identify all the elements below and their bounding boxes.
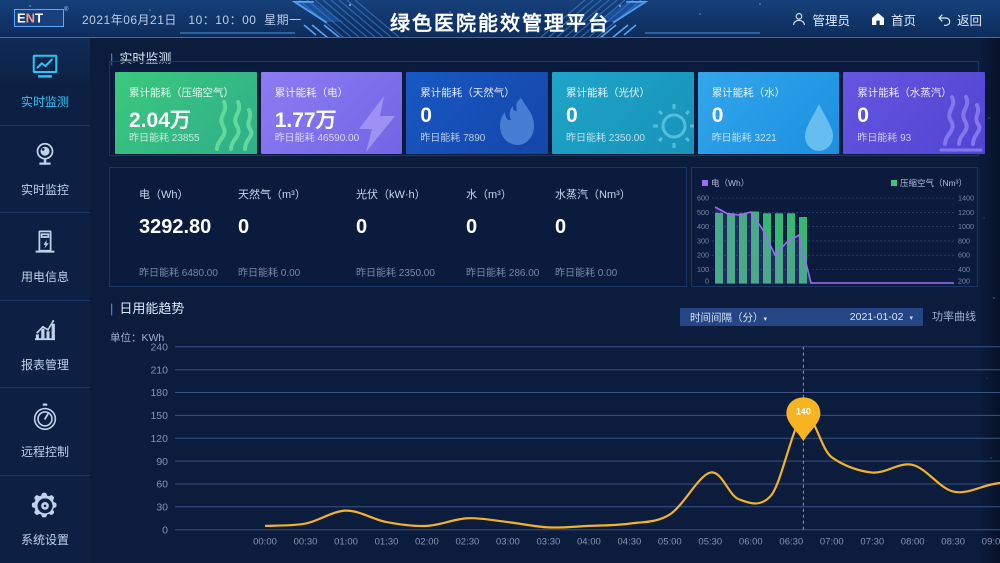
svg-text:60: 60 [156,479,168,491]
svg-text:1000: 1000 [958,222,974,231]
svg-text:500: 500 [697,208,709,217]
svg-text:800: 800 [958,236,970,245]
svg-text:0: 0 [705,277,709,286]
svg-text:03:30: 03:30 [537,537,561,548]
svg-text:200: 200 [958,277,970,286]
svg-text:100: 100 [697,265,709,274]
svg-text:600: 600 [958,251,970,260]
svg-text:1200: 1200 [958,208,974,217]
svg-text:00:00: 00:00 [253,537,277,548]
svg-text:02:00: 02:00 [415,537,439,548]
svg-text:1400: 1400 [958,194,974,203]
svg-text:09:00: 09:00 [982,537,1000,548]
svg-text:06:00: 06:00 [739,537,763,548]
svg-text:120: 120 [150,433,168,445]
svg-text:30: 30 [156,502,168,514]
svg-text:03:00: 03:00 [496,537,520,548]
svg-text:240: 240 [150,342,168,354]
svg-text:150: 150 [150,410,168,422]
svg-text:400: 400 [697,222,709,231]
svg-text:08:00: 08:00 [901,537,925,548]
svg-text:04:30: 04:30 [618,537,642,548]
svg-text:0: 0 [162,524,168,536]
svg-text:90: 90 [156,456,168,468]
svg-text:05:30: 05:30 [698,537,722,548]
svg-text:08:30: 08:30 [941,537,965,548]
svg-text:210: 210 [150,364,168,376]
svg-text:05:00: 05:00 [658,537,682,548]
svg-text:07:30: 07:30 [860,537,884,548]
svg-text:140: 140 [796,406,811,416]
svg-text:06:30: 06:30 [779,537,803,548]
svg-text:04:00: 04:00 [577,537,601,548]
svg-text:400: 400 [958,265,970,274]
svg-text:180: 180 [150,387,168,399]
svg-text:300: 300 [697,236,709,245]
svg-text:00:30: 00:30 [294,537,318,548]
svg-text:02:30: 02:30 [456,537,480,548]
svg-text:07:00: 07:00 [820,537,844,548]
svg-text:600: 600 [697,194,709,203]
svg-text:01:00: 01:00 [334,537,358,548]
svg-text:01:30: 01:30 [375,537,399,548]
svg-text:200: 200 [697,251,709,260]
